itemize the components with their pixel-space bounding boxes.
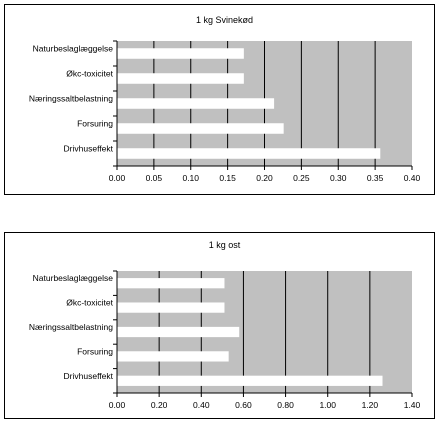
x-tick-label: 0.10	[182, 173, 199, 183]
x-tick-label: 0.35	[367, 173, 384, 183]
bar	[117, 278, 225, 289]
category-label: Forsuring	[77, 346, 113, 356]
x-tick-label: 0.20	[256, 173, 273, 183]
x-tick-label: 0.40	[404, 173, 421, 183]
x-tick-label: 0.25	[293, 173, 310, 183]
bar	[117, 123, 284, 134]
x-tick-label: 0.00	[109, 173, 126, 183]
bar	[117, 326, 240, 338]
chart-ost: 1 kg ost 0.00 0.20 0.40 0.60 0.80 1.00 1.20 1.40…	[29, 240, 421, 410]
bar	[117, 73, 244, 84]
category-label: Økc-toxicitet	[66, 69, 113, 79]
bar	[117, 375, 383, 386]
x-tick-label: 0.80	[277, 400, 294, 410]
bar	[117, 351, 229, 362]
category-label: Drivhuseffekt	[64, 371, 114, 381]
x-tick-label: 0.05	[146, 173, 163, 183]
x-tick-label: 0.30	[330, 173, 347, 183]
category-label: Næringssaltbelastning	[29, 322, 113, 332]
category-label: Naturbeslaglæggelse	[33, 273, 114, 283]
category-label: Naturbeslaglæggelse	[33, 44, 114, 54]
chart-panel-svinekod: 1 kg Svinekød 0.00 0.05 0.10 0.15 0.20 0.25 0.3…	[4, 4, 435, 195]
chart-svinekod: 1 kg Svinekød 0.00 0.05 0.10 0.15 0.20 0.25 0.3…	[29, 15, 421, 183]
chart-panel-ost: 1 kg ost 0.00 0.20 0.40 0.60 0.80 1.00 1.20 1.40…	[4, 232, 435, 419]
x-tick-label: 1.40	[404, 400, 421, 410]
x-tick-label: 1.20	[362, 400, 379, 410]
bar	[117, 98, 275, 109]
x-tick-label: 0.40	[193, 400, 210, 410]
bar	[117, 48, 244, 59]
category-label: Næringssaltbelastning	[29, 94, 113, 104]
x-tick-label: 1.00	[319, 400, 336, 410]
x-tick-label: 0.15	[219, 173, 236, 183]
category-label: Forsuring	[77, 119, 113, 129]
category-label: Økc-toxicitet	[66, 298, 113, 308]
chart-title: 1 kg Svinekød	[196, 15, 253, 25]
bar	[117, 148, 381, 159]
bar	[117, 302, 225, 313]
x-tick-label: 0.60	[235, 400, 252, 410]
category-label: Drivhuseffekt	[64, 144, 114, 154]
chart-title: 1 kg ost	[209, 240, 241, 250]
x-tick-label: 0.20	[151, 400, 168, 410]
x-tick-label: 0.00	[109, 400, 126, 410]
